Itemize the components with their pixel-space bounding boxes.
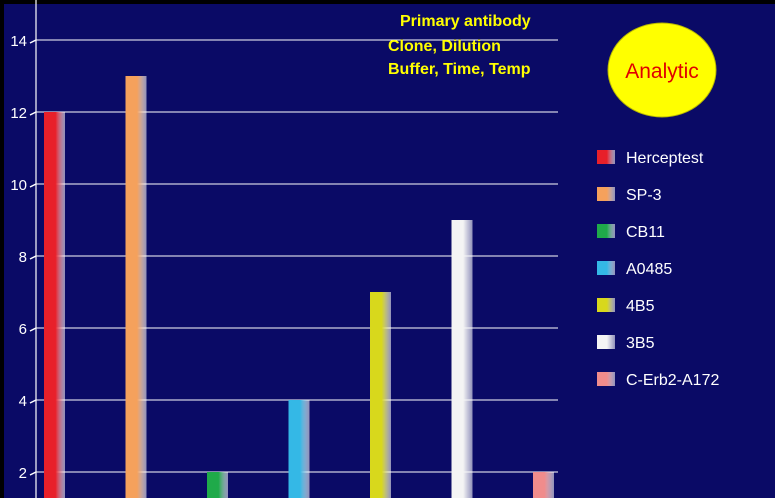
bar-cb11 xyxy=(207,472,228,498)
annotation: Primary antibody Clone, Dilution Buffer,… xyxy=(388,13,531,78)
y-tick xyxy=(29,399,37,404)
legend-swatch xyxy=(597,150,615,164)
y-axis: 2 4 6 8 10 12 14 xyxy=(10,0,37,498)
legend: Herceptest SP-3 CB11 A0485 4B5 3B5 C-Erb2-A172 xyxy=(597,150,719,389)
y-tick-label: 2 xyxy=(19,465,27,482)
y-tick xyxy=(29,327,37,332)
legend-entry: 3B5 xyxy=(626,335,655,352)
legend-swatch xyxy=(597,261,615,275)
legend-entry: SP-3 xyxy=(626,187,662,204)
y-tick xyxy=(29,255,37,260)
y-tick xyxy=(29,111,37,116)
y-tick-label: 8 xyxy=(19,249,27,266)
legend-swatch xyxy=(597,224,615,238)
bars xyxy=(44,76,554,498)
analytic-badge: Analytic xyxy=(607,22,717,118)
badge-label: Analytic xyxy=(625,60,699,83)
y-tick xyxy=(29,39,37,44)
bar-3b5 xyxy=(451,220,473,498)
bar-a0485 xyxy=(288,400,310,498)
y-tick-label: 10 xyxy=(10,177,27,194)
y-tick-label: 6 xyxy=(19,321,27,338)
annotation-line-2: Clone, Dilution xyxy=(388,38,501,55)
legend-entry: CB11 xyxy=(626,224,665,241)
bar-4b5 xyxy=(370,292,391,498)
top-frame xyxy=(0,0,775,4)
bar-sp-3 xyxy=(125,76,147,498)
annotation-line-3: Buffer, Time, Temp xyxy=(388,61,531,78)
legend-swatch xyxy=(597,372,615,386)
y-tick xyxy=(29,183,37,188)
y-tick-label: 14 xyxy=(10,33,27,50)
left-frame xyxy=(0,0,4,498)
bar-c-erb2-a172 xyxy=(533,472,554,498)
y-tick xyxy=(29,471,37,476)
legend-entry: Herceptest xyxy=(626,150,704,167)
y-tick-label: 12 xyxy=(10,105,27,122)
legend-entry: A0485 xyxy=(626,261,672,278)
legend-entry: C-Erb2-A172 xyxy=(626,372,719,389)
bar-herceptest xyxy=(44,112,65,498)
legend-entry: 4B5 xyxy=(626,298,655,315)
annotation-line-1: Primary antibody xyxy=(400,13,531,30)
legend-swatch xyxy=(597,187,615,201)
legend-swatch xyxy=(597,298,615,312)
legend-swatch xyxy=(597,335,615,349)
badge-ellipse xyxy=(607,22,717,118)
y-tick-label: 4 xyxy=(19,393,27,410)
